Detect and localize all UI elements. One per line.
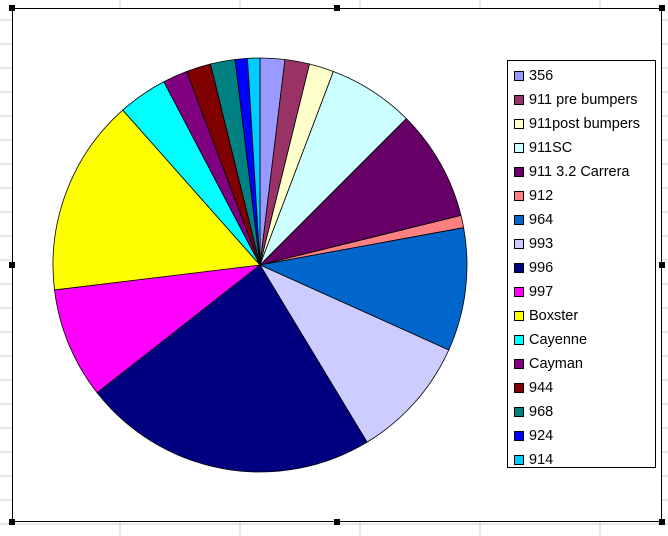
legend-item[interactable]: 911post bumpers (508, 112, 655, 136)
legend-item[interactable]: Cayman (508, 352, 655, 376)
legend-label: 912 (529, 188, 554, 204)
legend-item[interactable]: 356 (508, 64, 655, 88)
legend-item[interactable]: 911 pre bumpers (508, 88, 655, 112)
resize-handle-bottom-left[interactable] (9, 519, 15, 525)
legend-swatch (514, 359, 524, 369)
pie-slice-996[interactable] (96, 264, 368, 473)
legend-item[interactable]: Cayenne (508, 328, 655, 352)
legend-label: 924 (529, 428, 554, 444)
legend-swatch (514, 143, 524, 153)
resize-handle-top-right[interactable] (659, 5, 665, 11)
legend-item[interactable]: 968 (508, 400, 655, 424)
legend-label: 964 (529, 212, 554, 228)
legend-item[interactable]: 964 (508, 208, 655, 232)
legend-label: 911 3.2 Carrera (529, 164, 630, 180)
legend-label: Cayenne (529, 332, 588, 348)
pie-slice-boxster[interactable] (52, 109, 261, 291)
legend-swatch (514, 167, 524, 177)
legend-swatch (514, 191, 524, 201)
legend-swatch (514, 263, 524, 273)
legend-label: Boxster (529, 308, 579, 324)
legend-item[interactable]: 911SC (508, 136, 655, 160)
pie-slice-993[interactable] (259, 264, 450, 443)
pie-slice-997[interactable] (54, 264, 261, 394)
legend-label: 356 (529, 68, 554, 84)
resize-handle-middle-left[interactable] (9, 262, 15, 268)
legend-swatch (514, 311, 524, 321)
legend-item[interactable]: 914 (508, 448, 655, 472)
pie-slice-964[interactable] (259, 227, 468, 351)
legend-swatch (514, 335, 524, 345)
legend-label: Cayman (529, 356, 583, 372)
legend-swatch (514, 383, 524, 393)
legend-item[interactable]: 997 (508, 280, 655, 304)
legend-label: 968 (529, 404, 554, 420)
pie-slice-914[interactable] (247, 57, 261, 266)
resize-handle-top-center[interactable] (334, 5, 340, 11)
legend-item[interactable]: 912 (508, 184, 655, 208)
legend-swatch (514, 215, 524, 225)
legend-label: 997 (529, 284, 554, 300)
legend-label: 944 (529, 380, 554, 396)
legend-swatch (514, 287, 524, 297)
legend-swatch (514, 119, 524, 129)
resize-handle-bottom-center[interactable] (334, 519, 340, 525)
legend-swatch (514, 455, 524, 465)
legend-item[interactable]: Boxster (508, 304, 655, 328)
legend-swatch (514, 407, 524, 417)
resize-handle-top-left[interactable] (9, 5, 15, 11)
legend-item[interactable]: 924 (508, 424, 655, 448)
legend-label: 911SC (529, 140, 573, 156)
legend-swatch (514, 71, 524, 81)
legend-swatch (514, 239, 524, 249)
pie-slice-911-3-2-carrera[interactable] (259, 118, 462, 266)
resize-handle-middle-right[interactable] (659, 262, 665, 268)
legend-label: 914 (529, 452, 554, 468)
legend-item[interactable]: 944 (508, 376, 655, 400)
legend-label: 993 (529, 236, 554, 252)
legend-item[interactable]: 996 (508, 256, 655, 280)
legend-item[interactable]: 911 3.2 Carrera (508, 160, 655, 184)
legend-swatch (514, 431, 524, 441)
legend-label: 911 pre bumpers (529, 92, 638, 108)
legend-swatch (514, 95, 524, 105)
legend-item[interactable]: 993 (508, 232, 655, 256)
chart-legend[interactable]: 356 911 pre bumpers 911post bumpers 911SC 91… (507, 60, 656, 468)
resize-handle-bottom-right[interactable] (659, 519, 665, 525)
legend-label: 911post bumpers (529, 116, 640, 132)
legend-label: 996 (529, 260, 554, 276)
